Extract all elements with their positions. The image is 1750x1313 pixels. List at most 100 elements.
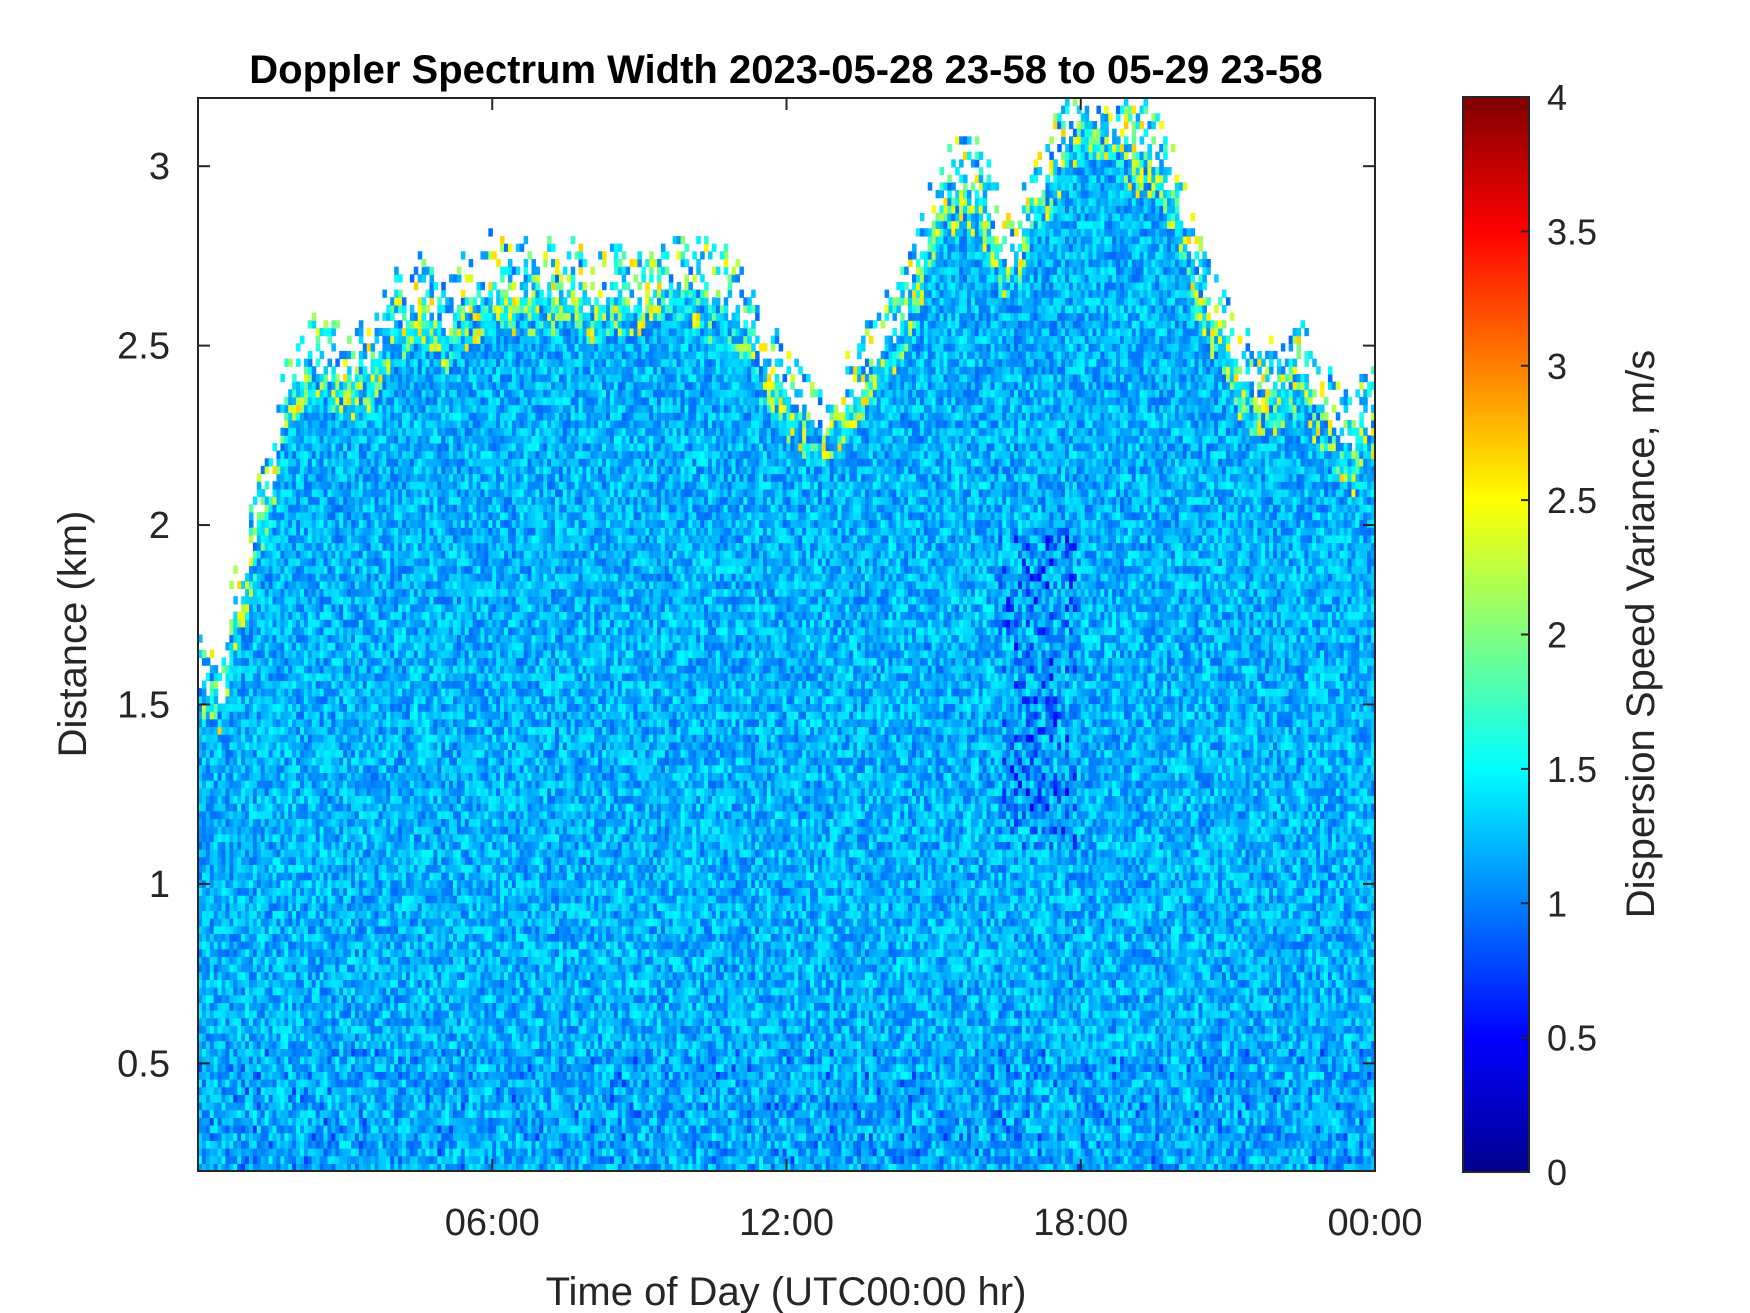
heatmap-cell: [300, 987, 305, 995]
heatmap-cell: [253, 788, 258, 796]
heatmap-cell: [324, 987, 329, 995]
heatmap-cell: [284, 612, 289, 620]
heatmap-cell: [343, 933, 348, 941]
heatmap-cell: [261, 543, 266, 551]
heatmap-cell: [276, 642, 281, 650]
heatmap-cell: [257, 543, 262, 551]
heatmap-cell: [202, 811, 207, 819]
heatmap-cell: [249, 711, 254, 719]
heatmap-cell: [233, 1033, 238, 1041]
heatmap-cell: [339, 665, 344, 673]
heatmap-cell: [324, 887, 329, 895]
heatmap-cell: [202, 895, 207, 903]
heatmap-cell: [339, 696, 344, 704]
heatmap-cell: [222, 979, 227, 987]
heatmap-cell: [218, 726, 223, 734]
heatmap-cell: [339, 397, 344, 405]
heatmap-cell: [316, 405, 321, 413]
heatmap-cell: [202, 734, 207, 742]
heatmap-cell: [292, 527, 297, 535]
heatmap-cell: [276, 665, 281, 673]
heatmap-cell: [222, 1002, 227, 1010]
heatmap-cell: [257, 1133, 262, 1141]
heatmap-cell: [339, 864, 344, 872]
heatmap-cell: [210, 995, 215, 1003]
heatmap-cell: [218, 910, 223, 918]
heatmap-cell: [300, 688, 305, 696]
heatmap-cell: [206, 803, 211, 811]
heatmap-cell: [229, 887, 234, 895]
heatmap-cell: [210, 711, 215, 719]
heatmap-cell: [280, 612, 285, 620]
heatmap-cell: [343, 481, 348, 489]
heatmap-cell: [316, 826, 321, 834]
heatmap-cell: [296, 657, 301, 665]
heatmap-cell: [210, 1102, 215, 1110]
heatmap-cell: [257, 1048, 262, 1056]
heatmap-cell: [202, 749, 207, 757]
heatmap-cell: [237, 696, 242, 704]
heatmap-cell: [233, 772, 238, 780]
heatmap-cell: [249, 596, 254, 604]
heatmap-cell: [312, 374, 317, 382]
heatmap-cell: [202, 1071, 207, 1079]
heatmap-cell: [339, 497, 344, 505]
heatmap-cell: [222, 757, 227, 765]
heatmap-cell: [316, 1102, 321, 1110]
heatmap-cell: [276, 926, 281, 934]
heatmap-cell: [245, 941, 250, 949]
heatmap-cell: [347, 657, 352, 665]
heatmap-cell: [312, 757, 317, 765]
heatmap-cell: [284, 987, 289, 995]
heatmap-cell: [210, 918, 215, 926]
heatmap-cell: [276, 1025, 281, 1033]
heatmap-cell: [273, 956, 278, 964]
heatmap-cell: [265, 1056, 270, 1064]
heatmap-cell: [225, 1102, 230, 1110]
heatmap-cell: [312, 558, 317, 566]
heatmap-cell: [265, 987, 270, 995]
heatmap-cell: [273, 711, 278, 719]
heatmap-cell: [218, 864, 223, 872]
heatmap-cell: [292, 1156, 297, 1164]
heatmap-cell: [339, 1018, 344, 1026]
heatmap-cell: [284, 497, 289, 505]
heatmap-cell: [276, 680, 281, 688]
heatmap-cell: [284, 795, 289, 803]
heatmap-cell: [300, 489, 305, 497]
heatmap-cell: [320, 665, 325, 673]
heatmap-cell: [324, 979, 329, 987]
heatmap-cell: [214, 749, 219, 757]
heatmap-cell: [327, 811, 332, 819]
heatmap-cell: [347, 458, 352, 466]
heatmap-cell: [288, 397, 293, 405]
heatmap-cell: [296, 558, 301, 566]
heatmap-cell: [343, 719, 348, 727]
heatmap-cell: [316, 765, 321, 773]
heatmap-cell: [237, 1010, 242, 1018]
heatmap-cell: [343, 359, 348, 367]
heatmap-cell: [320, 589, 325, 597]
heatmap-cell: [237, 941, 242, 949]
heatmap-cell: [339, 711, 344, 719]
heatmap-cell: [257, 642, 262, 650]
heatmap-cell: [335, 604, 340, 612]
heatmap-cell: [308, 1094, 313, 1102]
heatmap-cell: [324, 1148, 329, 1156]
heatmap-cell: [335, 619, 340, 627]
heatmap-cell: [241, 1094, 246, 1102]
heatmap-cell: [308, 680, 313, 688]
heatmap-cell: [229, 1048, 234, 1056]
heatmap-cell: [249, 780, 254, 788]
heatmap-cell: [335, 1002, 340, 1010]
heatmap-cell: [335, 1156, 340, 1164]
heatmap-cell: [335, 795, 340, 803]
heatmap-cell: [347, 481, 352, 489]
heatmap-cell: [351, 1025, 356, 1033]
heatmap-cell: [253, 895, 258, 903]
heatmap-cell: [351, 665, 356, 673]
heatmap-cell: [257, 550, 262, 558]
heatmap-cell: [296, 857, 301, 865]
heatmap-cell: [245, 880, 250, 888]
heatmap-cell: [343, 688, 348, 696]
